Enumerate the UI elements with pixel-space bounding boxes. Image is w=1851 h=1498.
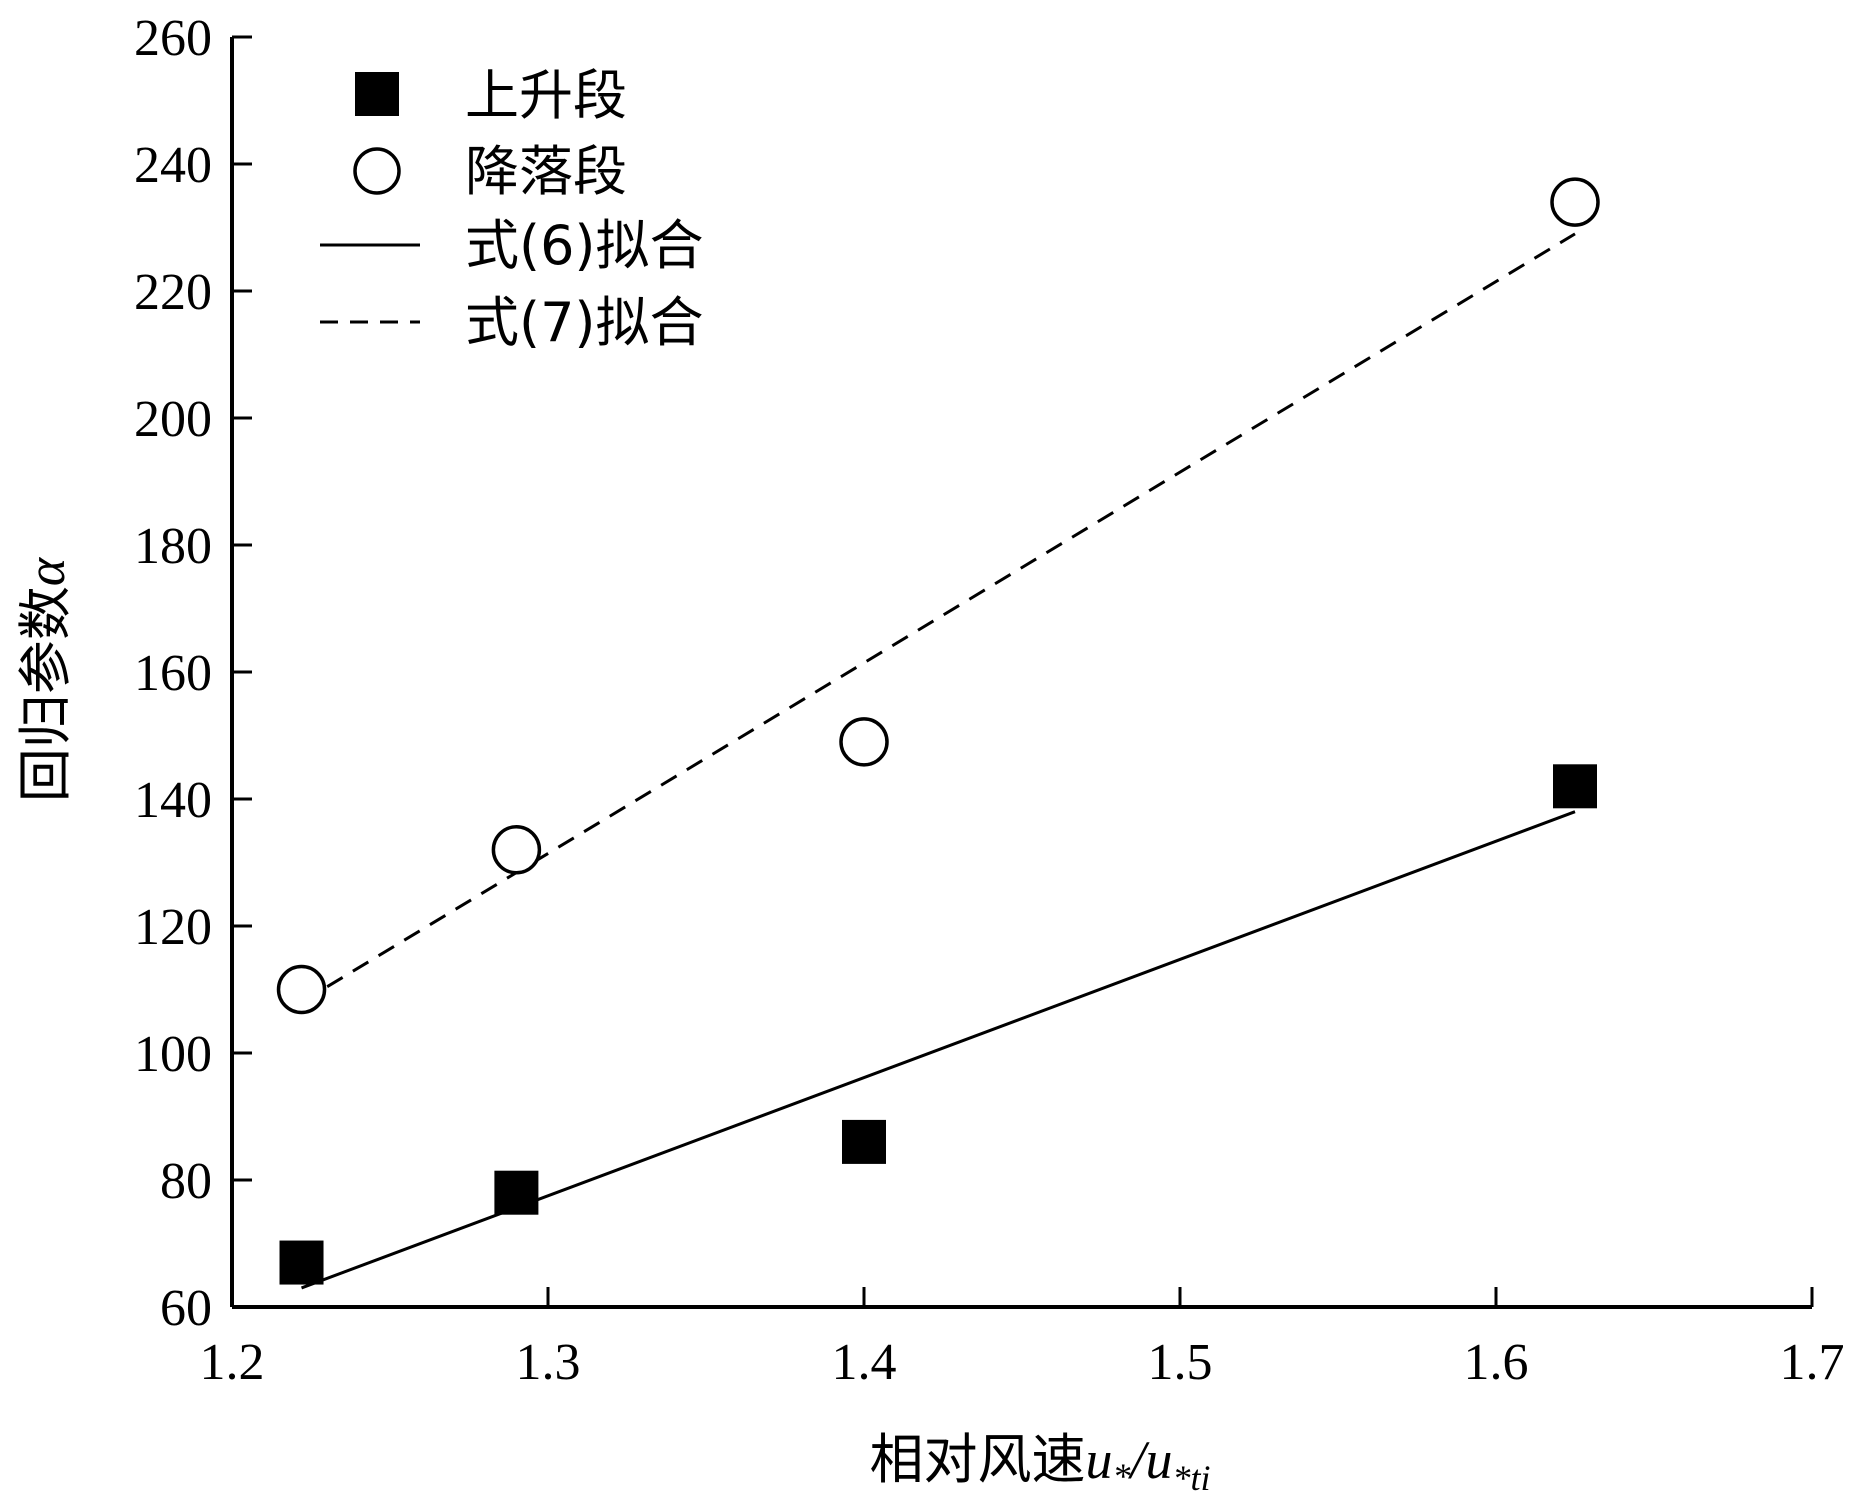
legend-marker-filled-square [355, 72, 399, 116]
legend: 上升段 降落段 式(6)拟合 式(7)拟合 [320, 64, 704, 354]
y-ticks: 60 80 100 120 140 160 180 200 220 240 260 [134, 10, 252, 1337]
fit-line-solid [300, 810, 1576, 1290]
x-axis-title-sub1: * [1112, 1456, 1130, 1496]
legend-label-fit7: 式(7)拟合 [465, 291, 704, 354]
x-tick-label: 1.3 [516, 1334, 581, 1391]
legend-label-fit6: 式(6)拟合 [465, 214, 704, 277]
y-tick-label: 160 [134, 645, 212, 702]
x-axis-title-sub2: *ti [1173, 1458, 1211, 1498]
y-tick-label: 260 [134, 10, 212, 67]
data-point-falling [276, 964, 327, 1015]
legend-label-falling: 降落段 [465, 140, 627, 203]
y-tick-label: 120 [134, 899, 212, 956]
data-point-falling [491, 825, 542, 875]
legend-label-rising: 上升段 [465, 64, 627, 127]
y-tick-label: 80 [160, 1153, 212, 1210]
x-tick-label: 1.4 [832, 1334, 897, 1391]
x-tick-label: 1.6 [1464, 1334, 1529, 1391]
y-axis-title: 回归参数α [14, 556, 77, 802]
x-axis-title-u1: u [1085, 1430, 1112, 1490]
y-tick-label: 140 [134, 772, 212, 829]
y-tick-label: 60 [160, 1280, 212, 1337]
data-markers [276, 177, 1600, 1285]
y-tick-label: 100 [134, 1026, 212, 1083]
x-tick-label: 1.7 [1780, 1334, 1845, 1391]
x-axis-title-slash: / [1127, 1430, 1150, 1490]
y-tick-label: 240 [134, 137, 212, 194]
x-axis-title: 相对风速u*/u*ti [869, 1428, 1210, 1498]
x-axis-title-u2: u [1146, 1430, 1173, 1490]
legend-marker-open-circle [353, 147, 401, 195]
data-point-rising [494, 1170, 539, 1215]
y-axis-title-symbol: α [16, 556, 76, 586]
data-point-rising [842, 1119, 886, 1164]
data-point-falling [1550, 177, 1600, 227]
data-point-rising [1553, 764, 1597, 809]
y-tick-label: 180 [134, 518, 212, 575]
data-point-falling [839, 717, 889, 767]
data-point-rising [279, 1240, 324, 1285]
y-tick-label: 220 [134, 264, 212, 321]
fit-lines [300, 232, 1576, 1290]
x-ticks: 1.2 1.3 1.4 1.5 1.6 1.7 [200, 1287, 1845, 1391]
y-tick-label: 200 [134, 391, 212, 448]
x-tick-label: 1.2 [200, 1334, 265, 1391]
x-tick-label: 1.5 [1148, 1334, 1213, 1391]
